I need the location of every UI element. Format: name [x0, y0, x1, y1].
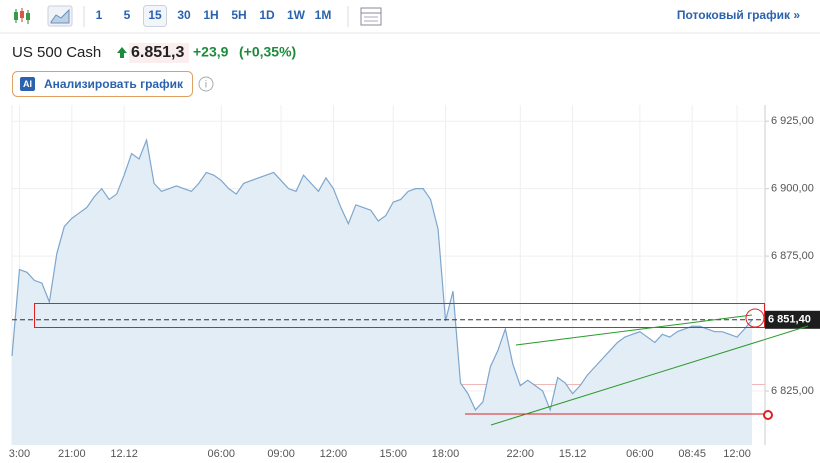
- interval-bar: 1 5 15 30 1H 5H 1D 1W 1M: [96, 5, 332, 27]
- y-tick-label: 6 825,00: [771, 385, 814, 397]
- x-tick-label: 08:45: [678, 448, 706, 460]
- area-icon[interactable]: [47, 5, 73, 27]
- x-tick-label: 09:00: [267, 448, 295, 460]
- x-tick-label: 12:00: [320, 448, 348, 460]
- price-line: [11, 137, 753, 412]
- y-tick-label: 6 875,00: [771, 250, 814, 262]
- chart: 3:00 21:00 12.12 06:00 09:00 12:00 15:00 18:00 2…: [9, 105, 820, 460]
- interval-button[interactable]: 1: [96, 8, 103, 22]
- stream-chart-link[interactable]: Потоковый график »: [677, 8, 800, 22]
- interval-button[interactable]: 15: [148, 8, 162, 22]
- x-tick-label: 06:00: [626, 448, 654, 460]
- price-highlight: [129, 43, 189, 63]
- x-tick-label: 06:00: [208, 448, 236, 460]
- drawings: [34, 303, 809, 426]
- interval-button[interactable]: 5H: [231, 8, 246, 22]
- info-icon[interactable]: i: [198, 76, 214, 92]
- table-icon[interactable]: [360, 7, 382, 26]
- drawn-rectangle: [34, 303, 765, 328]
- x-tick-label: 21:00: [58, 448, 86, 460]
- drawn-circle: [745, 308, 765, 328]
- y-tick-label: 6 900,00: [771, 183, 814, 195]
- svg-text:i: i: [205, 80, 207, 91]
- line-handle[interactable]: [763, 410, 773, 420]
- interval-button[interactable]: 1H: [203, 8, 218, 22]
- area-fill: [12, 140, 752, 445]
- trend-line: [490, 325, 809, 426]
- change: +23,9: [193, 44, 229, 60]
- y-tick-label: 6 925,00: [771, 115, 814, 127]
- x-tick-label: 15:00: [379, 448, 407, 460]
- active-interval-box: [143, 5, 167, 27]
- change-percent: (+0,35%): [239, 44, 296, 60]
- x-tick-label: 22:00: [507, 448, 535, 460]
- x-tick-label: 12:00: [723, 448, 751, 460]
- analyze-label: Анализировать график: [44, 77, 184, 91]
- up-arrow: [117, 47, 127, 58]
- interval-button[interactable]: 1D: [259, 8, 275, 22]
- price: 6.851,3: [131, 44, 184, 61]
- x-tick-label: 12.12: [110, 448, 138, 460]
- interval-button[interactable]: 1M: [315, 8, 332, 22]
- x-tick-label: 3:00: [9, 448, 30, 460]
- x-tick-label: 15.12: [559, 448, 587, 460]
- ai-badge: AI: [23, 79, 32, 89]
- interval-button[interactable]: 5: [124, 8, 131, 22]
- analyze-button[interactable]: AI Анализировать график: [12, 71, 193, 97]
- candle-icon[interactable]: [14, 8, 30, 24]
- interval-button[interactable]: 1W: [287, 8, 306, 22]
- interval-button[interactable]: 30: [177, 8, 191, 22]
- x-tick-label: 18:00: [432, 448, 460, 460]
- instrument-name: US 500 Cash: [12, 44, 101, 61]
- last-price-label: 6 851,40: [768, 314, 811, 326]
- last-price-badge: [765, 310, 820, 329]
- trend-line: [515, 314, 753, 346]
